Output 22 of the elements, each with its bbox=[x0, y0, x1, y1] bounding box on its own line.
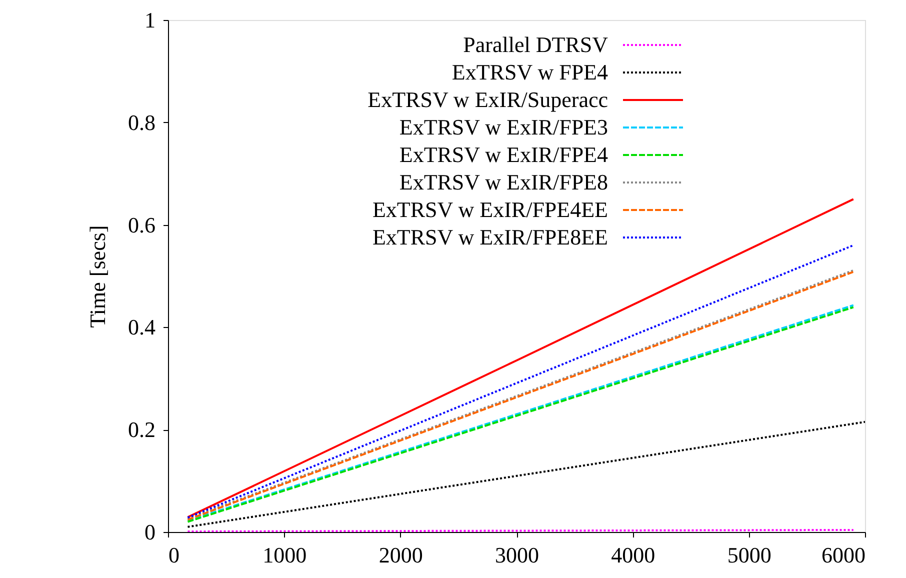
legend-label: Parallel DTRSV bbox=[463, 32, 608, 57]
y-axis-title: Time [secs] bbox=[85, 225, 110, 328]
y-tick-label: 0.6 bbox=[128, 212, 156, 238]
x-tick-label: 0 bbox=[168, 542, 180, 568]
legend-label: ExTRSV w ExIR/Superacc bbox=[368, 87, 608, 112]
x-tick-label: 4000 bbox=[611, 542, 656, 568]
legend-label: ExTRSV w ExIR/FPE4 bbox=[399, 142, 608, 167]
y-tick-label: 0.2 bbox=[128, 417, 156, 442]
x-tick-label: 6000 bbox=[822, 542, 866, 568]
y-tick-label: 0 bbox=[144, 520, 156, 544]
x-tick-label: 1000 bbox=[262, 542, 307, 568]
x-tick-label: 5000 bbox=[727, 542, 772, 568]
y-tick-label: 1 bbox=[144, 8, 156, 32]
x-tick-label: 2000 bbox=[378, 542, 423, 568]
legend-label: ExTRSV w ExIR/FPE8EE bbox=[372, 224, 608, 250]
y-tick-label: 0.8 bbox=[128, 110, 156, 135]
legend-label: ExTRSV w ExIR/FPE3 bbox=[399, 114, 608, 140]
legend-label: ExTRSV w ExIR/FPE4EE bbox=[372, 197, 608, 222]
x-tick-label: 3000 bbox=[495, 542, 539, 568]
legend-label: ExTRSV w FPE4 bbox=[452, 60, 608, 84]
y-tick-label: 0.4 bbox=[128, 314, 156, 340]
legend-label: ExTRSV w ExIR/FPE8 bbox=[399, 170, 608, 194]
